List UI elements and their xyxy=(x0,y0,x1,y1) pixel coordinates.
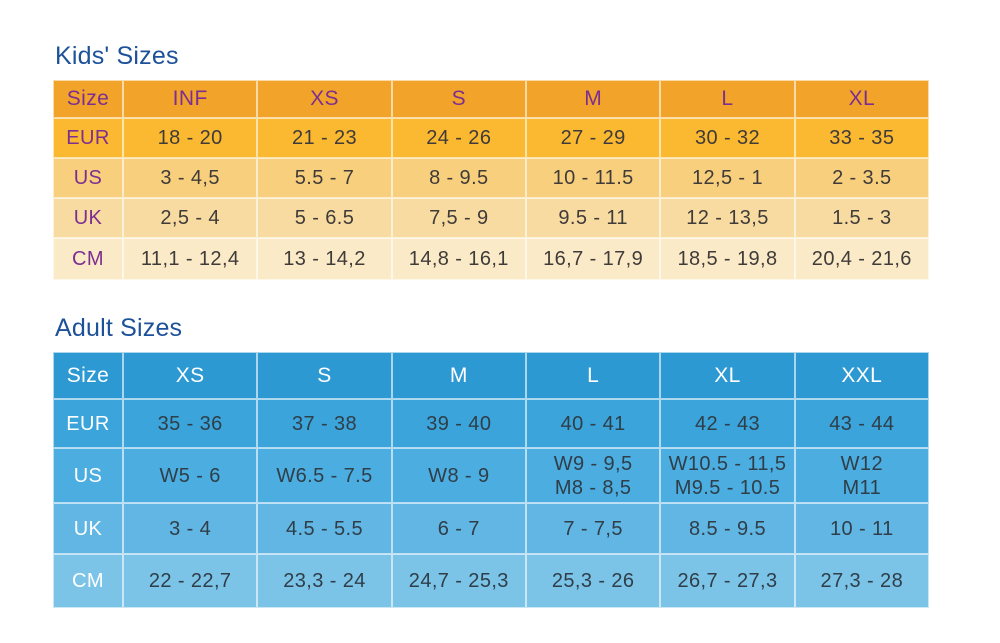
size-value-cell: 7 - 7,5 xyxy=(525,503,661,554)
size-value-cell: W6.5 - 7.5 xyxy=(257,448,392,503)
kids-sizes-section: Kids' Sizes Size INF XS S M L XL EUR 18 … xyxy=(53,42,1000,280)
kids-row-us: US 3 - 4,5 5.5 - 7 8 - 9.5 10 - 11.5 12,… xyxy=(53,158,929,198)
size-value-cell: 25,3 - 26 xyxy=(525,554,661,608)
size-value-cell: 1.5 - 3 xyxy=(794,198,929,238)
size-value-cell: 11,1 - 12,4 xyxy=(123,238,258,280)
column-header-xl: XL xyxy=(794,80,929,118)
adult-row-eur: EUR 35 - 36 37 - 38 39 - 40 40 - 41 42 -… xyxy=(53,399,929,448)
size-value-cell: 18 - 20 xyxy=(123,118,258,158)
column-header-xxl: XXL xyxy=(794,352,929,399)
size-value-cell: 22 - 22,7 xyxy=(123,554,258,608)
size-value-cell: W10.5 - 11,5 M9.5 - 10.5 xyxy=(660,448,795,503)
size-value-cell: 27,3 - 28 xyxy=(794,554,929,608)
kids-sizes-title: Kids' Sizes xyxy=(55,42,179,70)
column-header-l: L xyxy=(660,80,795,118)
row-label: US xyxy=(53,158,123,198)
size-value-cell: 12,5 - 1 xyxy=(660,158,795,198)
size-value-cell: 42 - 43 xyxy=(660,399,795,448)
size-value-cell: 24,7 - 25,3 xyxy=(391,554,526,608)
size-value-cell: 37 - 38 xyxy=(257,399,392,448)
kids-header-row: Size INF XS S M L XL xyxy=(53,80,929,118)
size-value-cell: 21 - 23 xyxy=(257,118,392,158)
column-header-inf: INF xyxy=(123,80,258,118)
row-label: UK xyxy=(53,503,123,554)
size-value-cell: 8 - 9.5 xyxy=(391,158,526,198)
size-value-cell: 6 - 7 xyxy=(391,503,526,554)
size-value-cell: 2 - 3.5 xyxy=(794,158,929,198)
column-header-m: M xyxy=(391,352,526,399)
size-value-cell: 12 - 13,5 xyxy=(660,198,795,238)
column-header-size: Size xyxy=(53,80,123,118)
size-value-cell: 24 - 26 xyxy=(391,118,526,158)
size-value-cell: 30 - 32 xyxy=(660,118,795,158)
kids-sizes-table: Size INF XS S M L XL EUR 18 - 20 21 - 23… xyxy=(53,80,929,280)
size-value-cell: 39 - 40 xyxy=(391,399,526,448)
size-value-cell: 27 - 29 xyxy=(525,118,661,158)
column-header-s: S xyxy=(391,80,526,118)
column-header-s: S xyxy=(257,352,392,399)
size-value-cell: 16,7 - 17,9 xyxy=(525,238,661,280)
size-value-cell: W12 M11 xyxy=(794,448,929,503)
size-value-cell: 9.5 - 11 xyxy=(525,198,661,238)
size-value-cell: 26,7 - 27,3 xyxy=(660,554,795,608)
size-value-cell: 40 - 41 xyxy=(525,399,661,448)
kids-row-cm: CM 11,1 - 12,4 13 - 14,2 14,8 - 16,1 16,… xyxy=(53,238,929,280)
size-value-cell: 4.5 - 5.5 xyxy=(257,503,392,554)
size-value-cell: 33 - 35 xyxy=(794,118,929,158)
adult-header-row: Size XS S M L XL XXL xyxy=(53,352,929,399)
size-value-cell: 3 - 4 xyxy=(123,503,258,554)
adult-sizes-table: Size XS S M L XL XXL EUR 35 - 36 37 - 38… xyxy=(53,352,929,608)
size-value-cell: W5 - 6 xyxy=(123,448,258,503)
column-header-l: L xyxy=(525,352,661,399)
size-value-cell: 23,3 - 24 xyxy=(257,554,392,608)
size-value-cell: 13 - 14,2 xyxy=(257,238,392,280)
size-value-cell: 14,8 - 16,1 xyxy=(391,238,526,280)
size-value-cell: 5 - 6.5 xyxy=(257,198,392,238)
row-label: CM xyxy=(53,554,123,608)
size-value-cell: 7,5 - 9 xyxy=(391,198,526,238)
row-label: UK xyxy=(53,198,123,238)
adult-row-us: US W5 - 6 W6.5 - 7.5 W8 - 9 W9 - 9,5 M8 … xyxy=(53,448,929,503)
size-value-cell: 20,4 - 21,6 xyxy=(794,238,929,280)
column-header-m: M xyxy=(525,80,661,118)
size-value-cell: 2,5 - 4 xyxy=(123,198,258,238)
size-value-cell: 10 - 11 xyxy=(794,503,929,554)
adult-sizes-section: Adult Sizes Size XS S M L XL XXL EUR 35 … xyxy=(53,314,1000,608)
size-value-cell: 35 - 36 xyxy=(123,399,258,448)
kids-row-uk: UK 2,5 - 4 5 - 6.5 7,5 - 9 9.5 - 11 12 -… xyxy=(53,198,929,238)
row-label: EUR xyxy=(53,399,123,448)
size-value-cell: 43 - 44 xyxy=(794,399,929,448)
size-value-cell: W8 - 9 xyxy=(391,448,526,503)
size-value-cell: 8.5 - 9.5 xyxy=(660,503,795,554)
size-value-cell: 5.5 - 7 xyxy=(257,158,392,198)
kids-row-eur: EUR 18 - 20 21 - 23 24 - 26 27 - 29 30 -… xyxy=(53,118,929,158)
column-header-size: Size xyxy=(53,352,123,399)
column-header-xs: XS xyxy=(123,352,258,399)
row-label: EUR xyxy=(53,118,123,158)
size-chart-page: Kids' Sizes Size INF XS S M L XL EUR 18 … xyxy=(53,42,1000,608)
adult-row-uk: UK 3 - 4 4.5 - 5.5 6 - 7 7 - 7,5 8.5 - 9… xyxy=(53,503,929,554)
adult-sizes-title: Adult Sizes xyxy=(55,314,183,342)
column-header-xs: XS xyxy=(257,80,392,118)
size-value-cell: W9 - 9,5 M8 - 8,5 xyxy=(525,448,661,503)
row-label: CM xyxy=(53,238,123,280)
row-label: US xyxy=(53,448,123,503)
adult-row-cm: CM 22 - 22,7 23,3 - 24 24,7 - 25,3 25,3 … xyxy=(53,554,929,608)
size-value-cell: 10 - 11.5 xyxy=(525,158,661,198)
size-value-cell: 3 - 4,5 xyxy=(123,158,258,198)
column-header-xl: XL xyxy=(660,352,795,399)
size-value-cell: 18,5 - 19,8 xyxy=(660,238,795,280)
